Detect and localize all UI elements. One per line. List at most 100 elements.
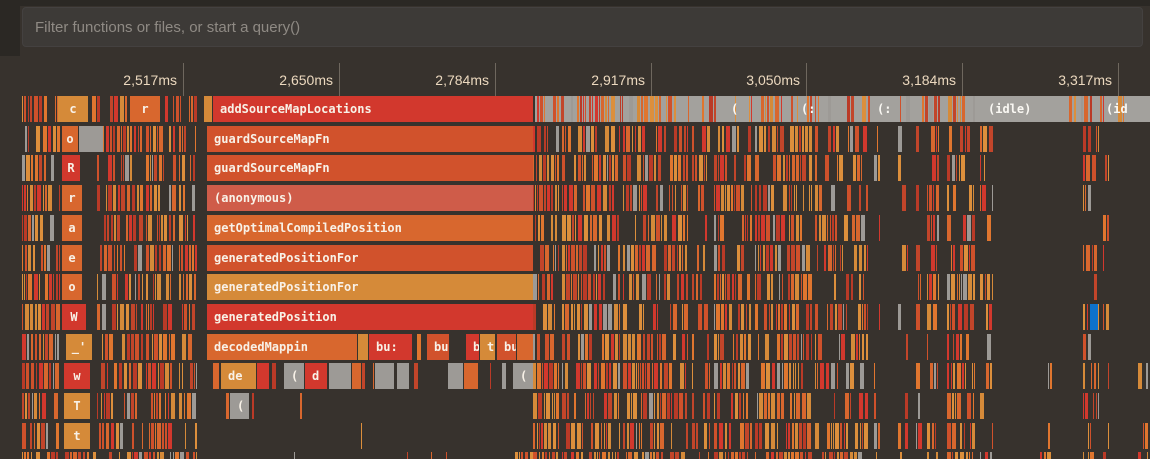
flame-stripe[interactable] — [803, 185, 804, 212]
flame-stripe[interactable] — [571, 96, 573, 122]
flame-stripe[interactable] — [732, 274, 734, 301]
flame-stripe[interactable] — [566, 274, 570, 301]
flame-stripe[interactable] — [647, 363, 650, 390]
flame-stripe[interactable] — [960, 333, 962, 360]
flame-stripe[interactable] — [790, 393, 792, 419]
flame-stripe[interactable] — [789, 214, 790, 241]
flame-stripe[interactable] — [619, 333, 620, 360]
flame-stripe[interactable] — [1083, 393, 1084, 419]
flame-frame[interactable]: getOptimalCompiledPosition — [207, 214, 533, 241]
flame-stripe[interactable] — [934, 96, 937, 122]
flame-stripe[interactable] — [1084, 96, 1088, 122]
filter-input[interactable] — [22, 7, 1143, 47]
flame-stripe[interactable] — [770, 96, 773, 122]
flame-stripe[interactable] — [936, 125, 937, 152]
flame-stripe[interactable] — [599, 155, 601, 182]
flame-stripe[interactable] — [582, 422, 583, 449]
flame-stripe[interactable] — [688, 96, 689, 122]
flame-stripe[interactable] — [768, 185, 770, 212]
flame-stripe[interactable] — [957, 363, 961, 390]
flame-stripe[interactable] — [130, 155, 132, 182]
flame-stripe[interactable] — [740, 333, 743, 360]
flame-stripe[interactable] — [936, 244, 937, 271]
flame-stripe[interactable] — [618, 363, 620, 390]
flame-stripe[interactable] — [768, 393, 770, 419]
flame-stripe[interactable] — [639, 185, 640, 212]
flame-stripe[interactable] — [958, 303, 962, 330]
flame-stripe[interactable] — [22, 422, 26, 449]
flame-stripe[interactable] — [819, 214, 821, 241]
flame-frame[interactable] — [204, 96, 212, 122]
flame-stripe[interactable] — [641, 393, 642, 419]
flame-stripe[interactable] — [55, 96, 56, 122]
flame-stripe[interactable] — [992, 185, 993, 212]
flame-stripe[interactable] — [987, 274, 990, 301]
flame-stripe[interactable] — [590, 214, 592, 241]
flame-stripe[interactable] — [673, 333, 676, 360]
flame-stripe[interactable] — [916, 125, 919, 152]
flame-stripe[interactable] — [554, 303, 555, 330]
flame-stripe[interactable] — [980, 452, 981, 459]
flame-stripe[interactable] — [544, 422, 547, 449]
flame-stripe[interactable] — [649, 393, 653, 419]
flame-stripe[interactable] — [865, 393, 868, 419]
flame-stripe[interactable] — [677, 244, 678, 271]
flame-stripe[interactable] — [59, 185, 60, 212]
flame-stripe[interactable] — [192, 244, 194, 271]
flame-stripe[interactable] — [131, 333, 134, 360]
flame-stripe[interactable] — [657, 303, 658, 330]
flame-frame[interactable]: (anonymous) — [207, 185, 533, 212]
flame-stripe[interactable] — [962, 363, 964, 390]
flame-stripe[interactable] — [519, 452, 520, 459]
flame-stripe[interactable] — [252, 393, 254, 419]
flame-stripe[interactable] — [776, 214, 780, 241]
flame-stripe[interactable] — [860, 422, 861, 449]
flame-stripe[interactable] — [628, 452, 632, 459]
flame-stripe[interactable] — [980, 155, 981, 182]
flame-stripe[interactable] — [546, 393, 550, 419]
flame-stripe[interactable] — [1085, 185, 1086, 212]
flame-stripe[interactable] — [716, 303, 720, 330]
flame-stripe[interactable] — [562, 303, 564, 330]
flame-stripe[interactable] — [653, 452, 655, 459]
flame-stripe[interactable] — [45, 274, 48, 301]
flame-stripe[interactable] — [759, 125, 763, 152]
flame-stripe[interactable] — [553, 96, 556, 122]
flame-stripe[interactable] — [1085, 393, 1088, 419]
flame-stripe[interactable] — [815, 155, 817, 182]
flame-stripe[interactable] — [133, 214, 136, 241]
flame-stripe[interactable] — [990, 452, 992, 459]
flame-stripe[interactable] — [654, 155, 656, 182]
flame-stripe[interactable] — [542, 363, 543, 390]
flame-frame-truncated[interactable]: t — [64, 422, 90, 449]
flame-stripe[interactable] — [685, 244, 687, 271]
flame-stripe[interactable] — [966, 333, 969, 360]
flame-stripe[interactable] — [161, 214, 163, 241]
flame-stripe[interactable] — [769, 303, 770, 330]
flame-stripe[interactable] — [681, 274, 684, 301]
flame-stripe[interactable] — [626, 452, 627, 459]
flame-stripe[interactable] — [185, 422, 186, 449]
flame-stripe[interactable] — [755, 244, 756, 271]
flame-stripe[interactable] — [654, 422, 655, 449]
flame-stripe[interactable] — [146, 185, 149, 212]
flame-stripe[interactable] — [48, 185, 52, 212]
flame-stripe[interactable] — [1086, 155, 1090, 182]
flame-stripe[interactable] — [515, 452, 518, 459]
flame-stripe[interactable] — [828, 244, 832, 271]
flame-stripe[interactable] — [878, 422, 880, 449]
flame-stripe[interactable] — [1105, 155, 1107, 182]
flame-stripe[interactable] — [669, 363, 672, 390]
flame-stripe[interactable] — [564, 185, 567, 212]
flame-stripe[interactable] — [120, 244, 122, 271]
flame-stripe[interactable] — [1098, 363, 1099, 390]
flame-stripe[interactable] — [623, 333, 627, 360]
flame-stripe[interactable] — [850, 393, 851, 419]
flame-stripe[interactable] — [792, 155, 795, 182]
flame-stripe[interactable] — [613, 274, 616, 301]
flame-stripe[interactable] — [583, 244, 587, 271]
flame-stripe[interactable] — [537, 185, 538, 212]
flame-stripe[interactable] — [558, 244, 559, 271]
flame-stripe[interactable] — [159, 244, 161, 271]
flame-stripe[interactable] — [521, 452, 523, 459]
